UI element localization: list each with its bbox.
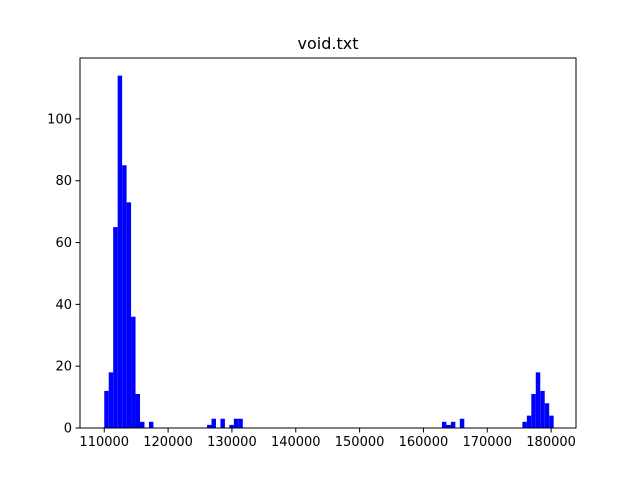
histogram-bar bbox=[148, 421, 154, 428]
histogram-bar bbox=[131, 316, 136, 428]
histogram-bar bbox=[233, 418, 239, 428]
histogram-bar bbox=[108, 372, 114, 428]
bars-group bbox=[104, 75, 554, 429]
histogram-bar bbox=[135, 394, 141, 428]
histogram-bar bbox=[522, 421, 527, 428]
histogram-bar bbox=[540, 390, 545, 428]
x-tick-label: 150000 bbox=[335, 435, 385, 450]
histogram-bar bbox=[140, 421, 145, 428]
chart-title: void.txt bbox=[298, 34, 359, 53]
histogram-bar bbox=[117, 75, 123, 429]
x-tick-label: 130000 bbox=[207, 435, 257, 450]
y-tick-label: 80 bbox=[55, 174, 72, 189]
x-tick-label: 140000 bbox=[271, 435, 321, 450]
y-tick-label: 0 bbox=[64, 422, 72, 437]
histogram-bar bbox=[450, 421, 456, 428]
histogram-bar bbox=[207, 424, 212, 428]
histogram-bar bbox=[104, 390, 109, 428]
histogram-bar bbox=[535, 372, 541, 428]
x-tick-label: 160000 bbox=[399, 435, 449, 450]
histogram-bar bbox=[220, 418, 225, 428]
y-tick-label: 40 bbox=[55, 298, 72, 313]
histogram-bar bbox=[211, 418, 216, 428]
histogram-bar bbox=[238, 418, 243, 428]
histogram-bar bbox=[126, 202, 132, 428]
histogram-bar bbox=[446, 424, 451, 428]
x-tick-label: 180000 bbox=[526, 435, 576, 450]
histogram-bar bbox=[441, 421, 447, 428]
x-tick-label: 110000 bbox=[79, 435, 129, 450]
histogram-bar bbox=[531, 394, 536, 428]
histogram-bar bbox=[229, 424, 234, 428]
histogram-bar bbox=[459, 418, 465, 428]
histogram-bar bbox=[113, 227, 118, 428]
histogram-bar bbox=[526, 415, 532, 428]
y-tick-label: 20 bbox=[55, 360, 72, 375]
y-tick-label: 60 bbox=[55, 236, 72, 251]
histogram-bar bbox=[122, 165, 127, 428]
y-axis: 0 20 40 60 80 100 bbox=[47, 112, 80, 437]
y-tick-label: 100 bbox=[47, 112, 72, 127]
x-tick-label: 120000 bbox=[143, 435, 193, 450]
x-axis: 110000 120000 130000 140000 150000 160000 1700… bbox=[79, 428, 576, 450]
histogram-bar bbox=[544, 403, 550, 428]
x-tick-label: 170000 bbox=[462, 435, 512, 450]
histogram-bar bbox=[549, 415, 554, 428]
plot-frame bbox=[79, 57, 577, 429]
